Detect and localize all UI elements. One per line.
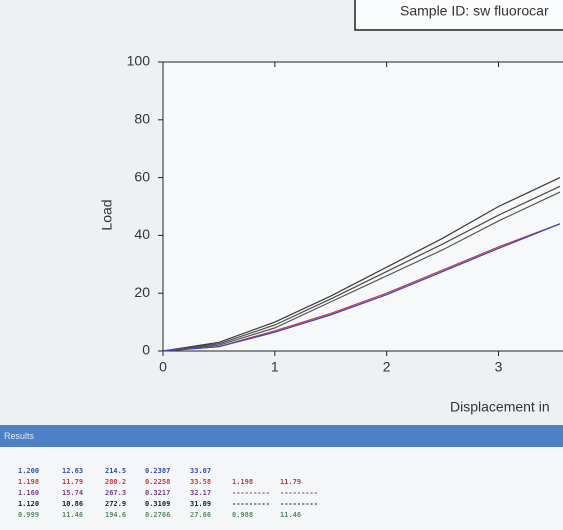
results-header: Results xyxy=(0,425,563,447)
table-cell: 0.3109 xyxy=(145,500,171,508)
series-line xyxy=(162,191,561,352)
table-cell: 1.120 xyxy=(18,500,40,508)
table-cell: 0.2766 xyxy=(145,511,171,519)
series-line xyxy=(162,185,561,352)
table-cell: 267.3 xyxy=(105,489,127,497)
table-cell: 280.2 xyxy=(105,478,127,486)
y-tick-label: 100 xyxy=(127,53,151,69)
table-cell: 1.198 xyxy=(232,478,254,486)
x-tick-label: 3 xyxy=(495,359,503,375)
y-axis-label: Load xyxy=(99,199,115,230)
table-cell: 11.79 xyxy=(280,478,302,486)
table-cell: 32.17 xyxy=(190,489,212,497)
table-cell: --------- xyxy=(232,489,270,497)
table-cell: 214.5 xyxy=(105,467,127,475)
table-cell: 11.46 xyxy=(62,511,84,519)
table-cell: 194.6 xyxy=(105,511,127,519)
table-cell: 33.07 xyxy=(190,467,212,475)
table-cell: 31.09 xyxy=(190,500,212,508)
table-cell: 11.79 xyxy=(62,478,84,486)
series-line xyxy=(162,223,561,352)
plot-area xyxy=(163,62,563,351)
y-tick-label: 80 xyxy=(134,111,150,127)
title-box xyxy=(354,0,563,31)
series-line xyxy=(162,177,561,352)
chart-title: Sample ID: sw fluorocar xyxy=(400,3,549,19)
table-cell: 10.86 xyxy=(62,500,84,508)
y-tick-label: 40 xyxy=(134,226,150,242)
table-cell: --------- xyxy=(232,500,270,508)
x-tick-label: 0 xyxy=(159,359,167,375)
chart: Sample ID: sw fluorocar Load Displacemen… xyxy=(98,0,563,415)
table-cell: 0.2387 xyxy=(145,467,171,475)
y-tick-label: 60 xyxy=(134,168,150,184)
y-tick-label: 20 xyxy=(134,284,150,300)
x-tick-label: 1 xyxy=(271,359,279,375)
table-cell: 272.9 xyxy=(105,500,127,508)
table-cell: 15.74 xyxy=(62,489,84,497)
table-cell: 0.999 xyxy=(18,511,40,519)
table-cell: --------- xyxy=(280,489,318,497)
table-cell: 27.66 xyxy=(190,511,212,519)
table-cell: 1.198 xyxy=(18,478,40,486)
x-axis-label: Displacement in xyxy=(450,399,550,415)
table-cell: 0.988 xyxy=(232,511,254,519)
results-panel: Results 1.200 12.63 214.5 0.2387 33.07 1.198 1… xyxy=(0,425,563,530)
table-cell: --------- xyxy=(280,500,318,508)
table-cell: 0.3217 xyxy=(145,489,171,497)
table-cell: 0.2258 xyxy=(145,478,171,486)
table-cell: 1.160 xyxy=(18,489,40,497)
table-cell: 11.46 xyxy=(280,511,302,519)
table-cell: 1.200 xyxy=(18,467,40,475)
y-tick-label: 0 xyxy=(142,342,150,358)
table-cell: 12.63 xyxy=(62,467,84,475)
table-cell: 33.58 xyxy=(190,478,212,486)
x-tick-label: 2 xyxy=(383,359,391,375)
